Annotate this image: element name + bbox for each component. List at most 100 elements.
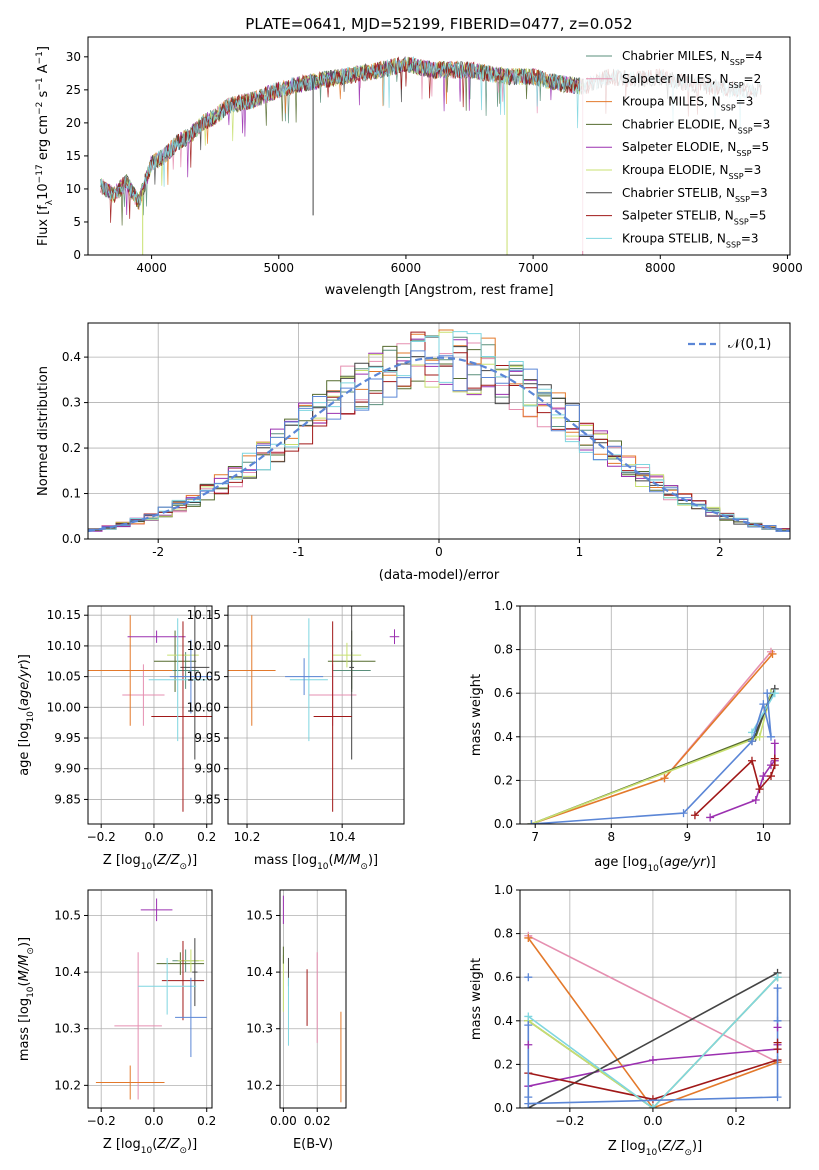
y-axis-label: mass weight bbox=[469, 958, 484, 1040]
y-tick-label: 10.05 bbox=[47, 670, 81, 684]
data-point bbox=[648, 1104, 657, 1108]
data-point bbox=[747, 737, 756, 746]
data-point bbox=[770, 754, 779, 763]
data-point bbox=[524, 1040, 533, 1049]
x-axis-label: Z [log10(Z/Z⊙)] bbox=[103, 853, 197, 872]
data-point bbox=[773, 1038, 782, 1047]
legend-label: Chabrier MILES, NSSP=4 bbox=[622, 49, 762, 67]
axes-frame bbox=[519, 605, 791, 825]
y-tick-label: 10.4 bbox=[54, 965, 81, 979]
data-point bbox=[766, 772, 775, 781]
y-tick-label: 30 bbox=[66, 50, 81, 64]
data-point bbox=[524, 933, 533, 942]
y-tick-label: 10.00 bbox=[47, 700, 81, 714]
x-tick-label: 0.2 bbox=[726, 1114, 745, 1128]
x-axis-label: Z [log10(Z/Z⊙)] bbox=[608, 1139, 702, 1158]
data-point bbox=[648, 1095, 657, 1104]
legend-label: Salpeter STELIB, NSSP=5 bbox=[622, 209, 766, 227]
plot-area bbox=[88, 329, 790, 533]
legend-label: Salpeter ELODIE, NSSP=5 bbox=[622, 140, 769, 158]
y-tick-label: 10.15 bbox=[47, 608, 81, 622]
x-axis-label: Z [log10(Z/Z⊙)] bbox=[103, 1137, 197, 1156]
x-tick-label: 10.2 bbox=[234, 830, 261, 844]
y-tick-label: 10.2 bbox=[246, 1078, 273, 1092]
data-point bbox=[770, 689, 779, 698]
series-line-sa_stelib bbox=[694, 758, 776, 816]
series-line-kr_stelib bbox=[751, 692, 776, 733]
legend-label: Kroupa MILES, NSSP=3 bbox=[622, 95, 753, 113]
x-tick-label: 6000 bbox=[391, 261, 422, 275]
data-point bbox=[679, 809, 688, 818]
axes-frame bbox=[279, 889, 347, 1109]
y-tick-label: 10.3 bbox=[54, 1022, 81, 1036]
y-tick-label: 0.4 bbox=[62, 350, 81, 364]
y-tick-label: 10 bbox=[66, 182, 81, 196]
x-tick-label: 9 bbox=[684, 830, 692, 844]
y-tick-label: 5 bbox=[73, 215, 81, 229]
data-point bbox=[755, 785, 764, 794]
x-tick-label: 8 bbox=[607, 830, 615, 844]
figure-title: PLATE=0641, MJD=52199, FIBERID=0477, z=0… bbox=[245, 15, 632, 33]
data-point bbox=[648, 1056, 657, 1065]
y-tick-label: 9.85 bbox=[54, 792, 81, 806]
y-tick-label: 10.2 bbox=[54, 1078, 81, 1092]
x-tick-label: −0.2 bbox=[555, 1114, 584, 1128]
legend-label: Salpeter MILES, NSSP=2 bbox=[622, 72, 761, 90]
series-line-ch_stelib bbox=[527, 972, 778, 1108]
y-tick-label: 0.6 bbox=[494, 686, 513, 700]
y-tick-label: 0.0 bbox=[494, 1101, 513, 1115]
x-tick-label: 8000 bbox=[645, 261, 676, 275]
data-point bbox=[527, 820, 536, 824]
series-line-kr_miles bbox=[531, 653, 774, 824]
plot-area bbox=[88, 606, 212, 812]
x-tick-label: 10.4 bbox=[329, 830, 356, 844]
y-tick-label: 10.5 bbox=[246, 908, 273, 922]
x-axis-label: mass [log10(M/M⊙)] bbox=[254, 853, 378, 872]
data-point bbox=[773, 973, 782, 982]
y-axis-label: Normed distribution bbox=[36, 366, 51, 496]
plot-area bbox=[527, 647, 779, 824]
y-tick-label: 9.90 bbox=[194, 762, 221, 776]
data-point bbox=[751, 796, 760, 805]
y-tick-label: 0.1 bbox=[62, 487, 81, 501]
data-point bbox=[763, 689, 772, 698]
y-tick-label: 10.15 bbox=[187, 608, 221, 622]
y-axis-label: mass [log10(M/M⊙)] bbox=[17, 937, 36, 1061]
x-axis-label: E(B-V) bbox=[293, 1137, 333, 1152]
y-tick-label: 0.8 bbox=[494, 643, 513, 657]
axes-frame bbox=[519, 889, 791, 1109]
series-line-kr_miles bbox=[527, 937, 778, 1108]
y-tick-label: 10.10 bbox=[187, 639, 221, 653]
y-tick-label: 9.95 bbox=[194, 731, 221, 745]
legend: 𝒩(0,1) bbox=[688, 337, 771, 352]
y-tick-label: 0.0 bbox=[62, 532, 81, 546]
y-tick-label: 10.10 bbox=[47, 639, 81, 653]
legend: Chabrier MILES, NSSP=4 Salpeter MILES, NS… bbox=[580, 43, 786, 251]
x-tick-label: 0.02 bbox=[304, 1114, 331, 1128]
x-tick-label: 5000 bbox=[263, 261, 294, 275]
data-point bbox=[770, 739, 779, 748]
y-tick-label: 0.0 bbox=[494, 817, 513, 831]
x-tick-label: 0.0 bbox=[144, 830, 163, 844]
series-line-normal bbox=[528, 1096, 778, 1105]
axes-frame bbox=[227, 605, 405, 825]
x-tick-label: 1 bbox=[576, 545, 584, 559]
x-tick-label: -2 bbox=[152, 545, 164, 559]
panel-spectrum: 4000 5000 6000 7000 8000 9000 0 5 10 15 20 25 30 wave… bbox=[35, 36, 803, 298]
axes-frame bbox=[87, 889, 213, 1109]
data-point bbox=[773, 1023, 782, 1032]
x-tick-label: 7000 bbox=[518, 261, 549, 275]
panel-weight-vs-age: 7 8 9 10 0.0 0.2 0.4 0.6 0.8 1.0 age [log10(age/yr… bbox=[469, 599, 791, 874]
y-tick-label: 9.95 bbox=[54, 731, 81, 745]
panel-age-vs-Z: −0.2 0.0 0.2 9.85 9.90 9.95 10.00 10.05 10.10 10.… bbox=[17, 605, 216, 872]
y-tick-label: 20 bbox=[66, 116, 81, 130]
data-point bbox=[759, 772, 768, 781]
y-axis-label: mass weight bbox=[469, 674, 484, 756]
data-point bbox=[747, 756, 756, 765]
x-axis-label: wavelength [Angstrom, rest frame] bbox=[325, 283, 554, 298]
x-tick-label: 2 bbox=[716, 545, 724, 559]
x-axis-label: age [log10(age/yr)] bbox=[594, 855, 716, 874]
x-tick-label: 0.0 bbox=[144, 1114, 163, 1128]
y-tick-label: 15 bbox=[66, 149, 81, 163]
